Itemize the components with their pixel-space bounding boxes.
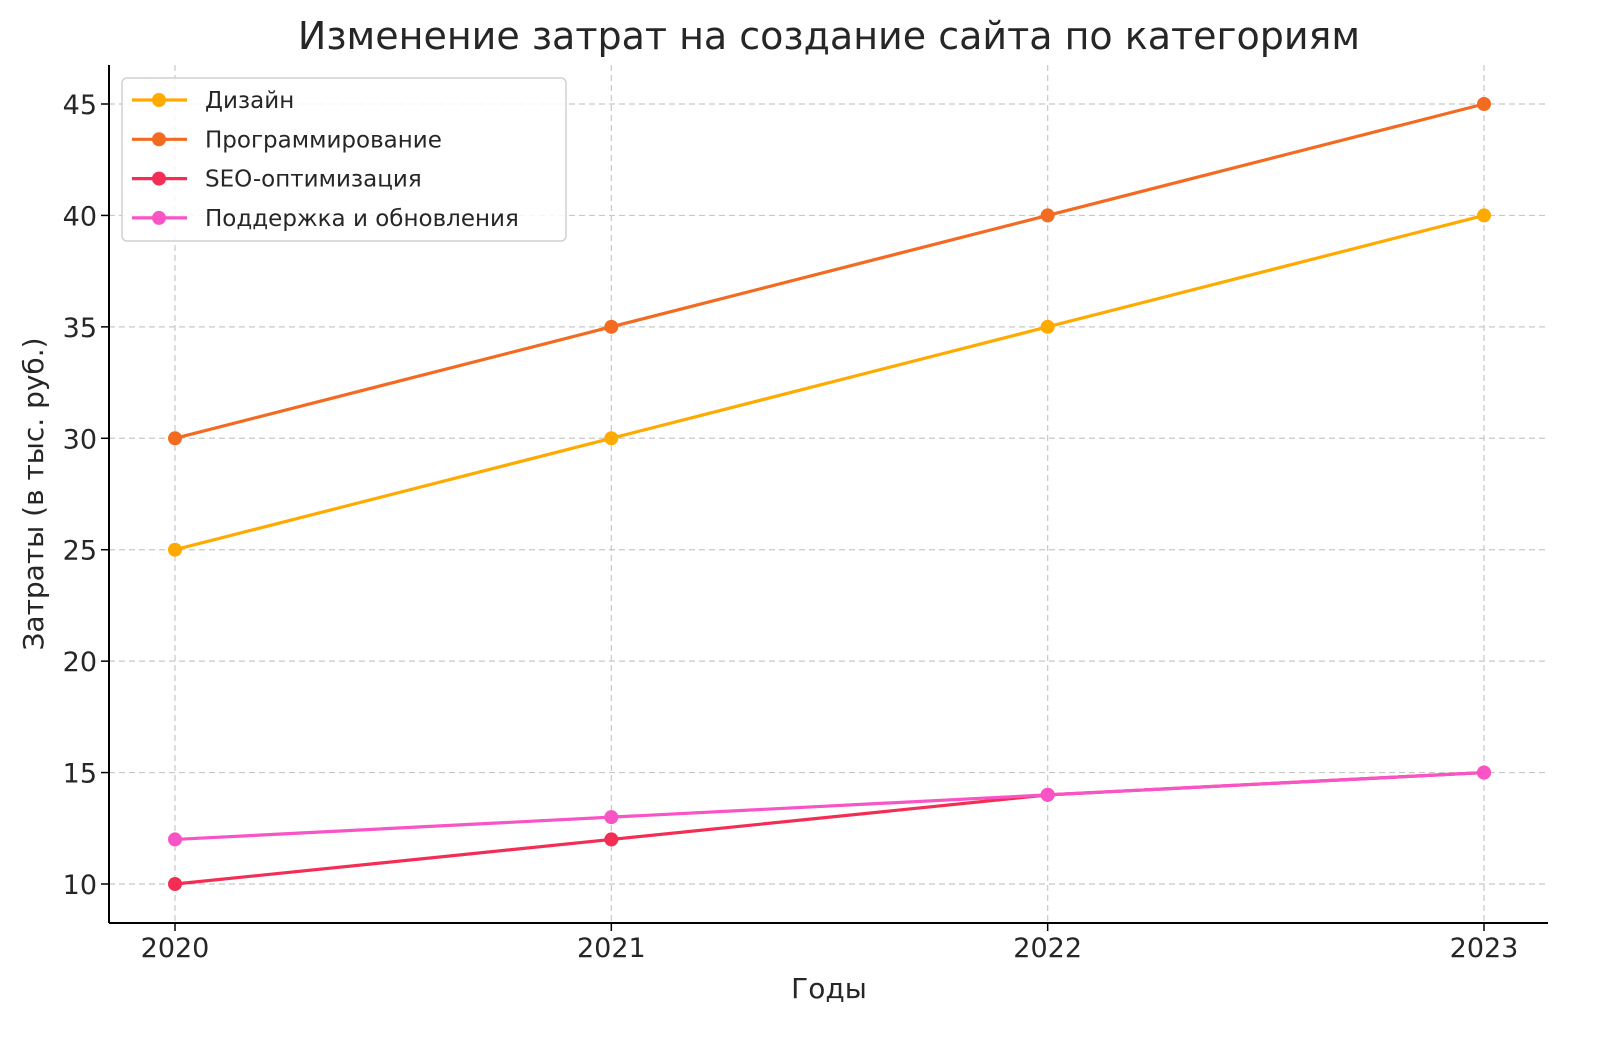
data-point: [168, 542, 182, 557]
legend-label: Программирование: [205, 127, 442, 153]
data-point: [168, 877, 182, 891]
series-line: [174, 770, 1485, 842]
data-point: [604, 832, 619, 847]
legend-label: SEO-оптимизация: [205, 167, 422, 193]
x-tick-label: 2022: [1013, 933, 1082, 964]
ticks: 2020 2021 2022 2023 10 15 20 25 30 35 40 45: [63, 90, 1519, 964]
y-tick-label: 15: [63, 759, 97, 790]
legend-label: Поддержка и обновления: [205, 206, 519, 232]
legend-marker: [152, 132, 166, 147]
y-tick-label: 25: [63, 536, 97, 567]
data-point: [1477, 97, 1491, 111]
series-1: [168, 97, 1491, 446]
y-tick-label: 10: [63, 870, 97, 901]
x-tick-label: 2023: [1450, 933, 1519, 964]
x-tick-label: 2021: [577, 933, 646, 964]
data-point: [168, 431, 182, 446]
x-axis-label: Годы: [791, 972, 867, 1005]
data-point: [604, 431, 619, 446]
y-tick-label: 30: [63, 424, 97, 455]
legend: Дизайн Программирование SEO-оптимизация Под…: [121, 77, 567, 242]
series-lines: [168, 97, 1491, 891]
y-tick-label: 45: [63, 90, 97, 121]
data-point: [1477, 765, 1491, 780]
data-point: [168, 832, 182, 847]
data-point: [1040, 787, 1055, 802]
legend-marker: [152, 93, 166, 107]
legend-box: [121, 77, 567, 242]
data-point: [604, 810, 619, 825]
x-tick-label: 2020: [141, 933, 210, 964]
data-point: [604, 319, 619, 334]
y-tick-label: 35: [63, 313, 97, 344]
y-tick-label: 40: [63, 201, 97, 232]
data-point: [1040, 208, 1055, 223]
y-tick-label: 20: [63, 647, 97, 678]
series-3: [168, 765, 1491, 847]
chart-title: Изменение затрат на создание сайта по ка…: [298, 14, 1360, 58]
data-point: [1477, 208, 1491, 223]
legend-marker: [152, 171, 166, 186]
data-point: [1040, 319, 1055, 334]
legend-marker: [152, 210, 166, 225]
series-line: [174, 213, 1485, 552]
y-axis-label: Затраты (в тыс. руб.): [17, 337, 50, 650]
series-0: [168, 208, 1491, 557]
legend-label: Дизайн: [205, 88, 294, 114]
series-line: [174, 102, 1485, 440]
